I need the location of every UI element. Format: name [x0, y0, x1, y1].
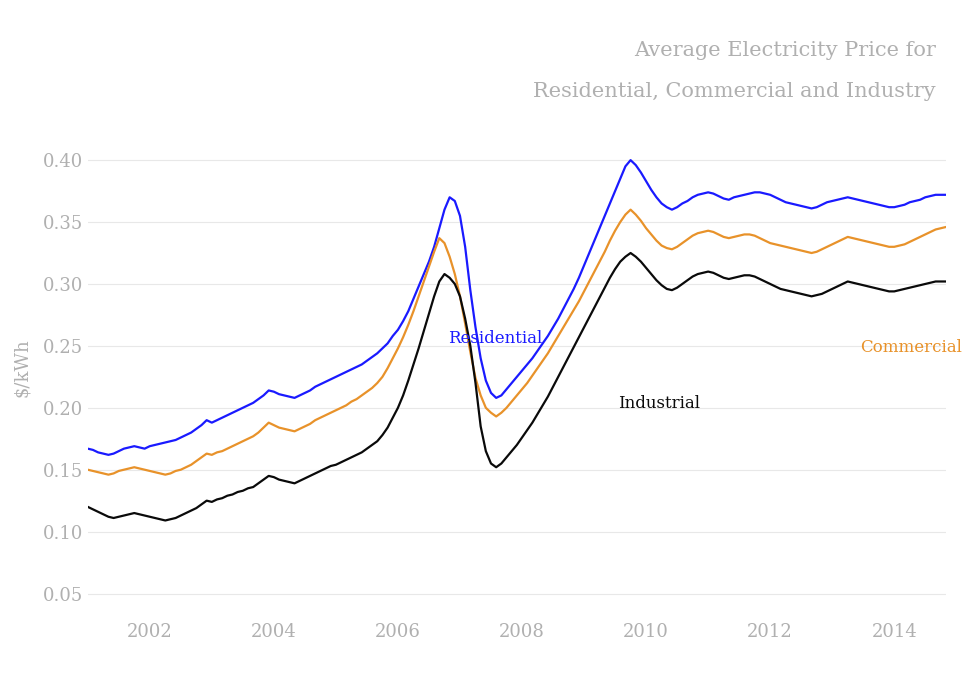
Text: Commercial: Commercial	[860, 339, 962, 356]
Text: Residential, Commercial and Industry: Residential, Commercial and Industry	[533, 82, 936, 102]
Y-axis label: $/kWh: $/kWh	[14, 338, 31, 397]
Text: Residential: Residential	[448, 330, 542, 348]
Text: Industrial: Industrial	[618, 395, 700, 412]
Text: Average Electricity Price for: Average Electricity Price for	[634, 41, 936, 60]
